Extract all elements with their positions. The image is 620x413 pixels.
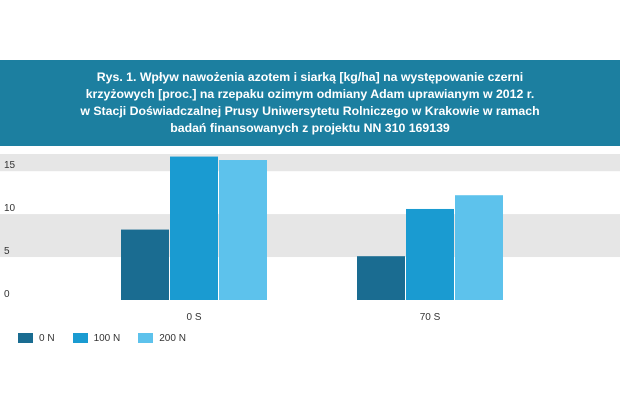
category-label: 70 S <box>420 312 441 323</box>
bar-0n-70s <box>357 256 405 300</box>
legend-swatch-100n <box>72 333 88 343</box>
bar-chart: 0 5 10 15 0 S 70 S <box>0 154 620 323</box>
chart-title: Rys. 1. Wpływ nawożenia azotem i siarką … <box>80 70 540 135</box>
y-tick-label: 0 <box>4 289 10 300</box>
bar-200n-70s <box>455 195 503 300</box>
legend: 0 N 100 N 200 N <box>18 331 186 345</box>
bar-0n-0s <box>121 229 169 300</box>
y-tick-labels: 0 5 10 15 <box>4 160 16 300</box>
grid-band <box>0 214 620 258</box>
bar-200n-0s <box>219 160 267 300</box>
y-tick-label: 5 <box>4 246 10 257</box>
grid-band <box>0 154 620 172</box>
legend-swatch-200n <box>138 333 154 343</box>
category-label: 0 S <box>186 312 201 323</box>
legend-label-100n: 100 N <box>93 332 121 344</box>
legend-swatch-0n <box>18 333 33 343</box>
grid-bands <box>0 154 620 258</box>
bar-100n-70s <box>406 208 454 300</box>
legend-item-200n: 200 N <box>138 333 186 344</box>
legend-item-0n: 0 N <box>18 333 55 344</box>
category-labels: 0 S 70 S <box>186 312 440 323</box>
y-tick-label: 15 <box>4 160 16 171</box>
legend-label-200n: 200 N <box>159 332 186 344</box>
chart-title-banner: Rys. 1. Wpływ nawożenia azotem i siarką … <box>0 60 620 146</box>
y-tick-label: 10 <box>4 203 16 214</box>
bars <box>121 156 503 300</box>
bar-100n-0s <box>170 156 218 300</box>
legend-item-100n: 100 N <box>72 332 121 344</box>
legend-label-0n: 0 N <box>39 332 55 344</box>
